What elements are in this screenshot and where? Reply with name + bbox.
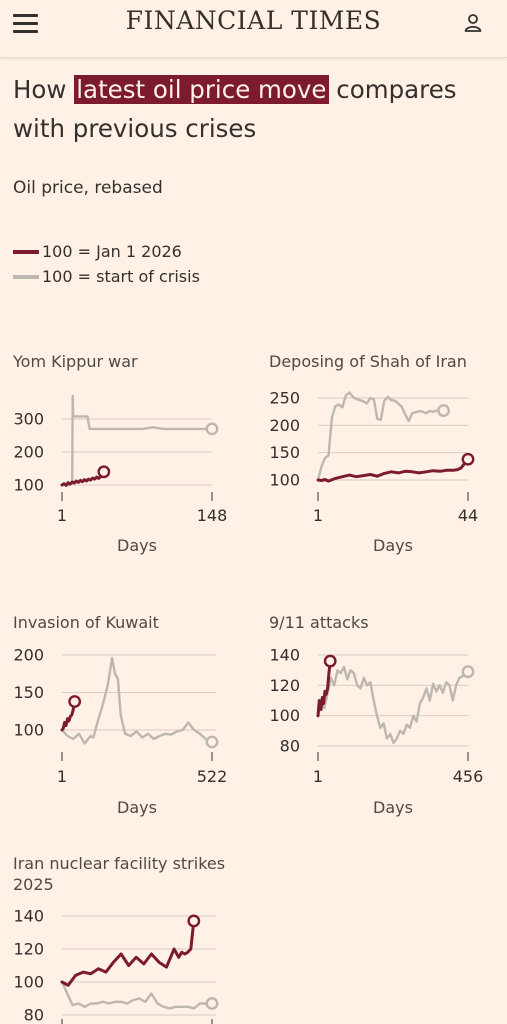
current-series-line <box>60 700 77 732</box>
current-series-endpoint <box>187 914 201 928</box>
legend-item-crisis: 100 = start of crisis <box>13 267 200 286</box>
crisis-series-line <box>316 391 445 482</box>
legend-label-current: 100 = Jan 1 2026 <box>42 242 182 261</box>
x-tick-label: 1 <box>57 506 67 525</box>
x-axis-label: Days <box>373 798 413 817</box>
chart-panel-911: 9/11 attacks <box>269 612 507 633</box>
y-tick-label: 140 <box>269 646 300 665</box>
chart-panel-kuwait: Invasion of Kuwait <box>13 612 253 633</box>
legend-label-crisis: 100 = start of crisis <box>42 267 200 286</box>
x-axis-label: Days <box>373 536 413 555</box>
current-series-endpoint <box>97 465 111 479</box>
x-tick-label: 1 <box>57 767 67 786</box>
y-tick-label: 100 <box>269 471 300 490</box>
chart-panel-yom-kippur: Yom Kippur war <box>13 351 253 372</box>
brand-logo[interactable]: FINANCIAL TIMES <box>125 6 382 35</box>
y-tick-label: 150 <box>13 683 44 702</box>
legend-item-current: 100 = Jan 1 2026 <box>13 242 182 261</box>
headline-highlight: latest oil price move <box>74 75 329 104</box>
panel-title: Invasion of Kuwait <box>13 613 159 632</box>
y-tick-label: 200 <box>13 646 44 665</box>
headline-end: compares with previous crises <box>13 75 457 143</box>
y-tick-label: 80 <box>24 1006 44 1024</box>
current-series-endpoint <box>323 654 337 668</box>
crisis-series-endpoint <box>437 404 450 417</box>
current-series-endpoint <box>68 695 82 708</box>
y-tick-label: 150 <box>269 443 300 462</box>
panel-title: 9/11 attacks <box>269 613 369 632</box>
panel-title: Deposing of Shah of Iran <box>269 352 467 371</box>
legend-swatch-crisis <box>13 274 39 279</box>
current-series-endpoint <box>461 452 475 466</box>
y-tick-label: 300 <box>13 410 44 429</box>
hamburger-menu-icon[interactable] <box>13 11 39 35</box>
x-tick-label: 522 <box>197 767 228 786</box>
crisis-series-line <box>60 394 214 487</box>
crisis-series-line <box>60 656 214 745</box>
x-tick-label: 1 <box>313 767 323 786</box>
y-tick-label: 140 <box>13 907 44 926</box>
crisis-series-line <box>60 980 214 1010</box>
current-series-line <box>60 470 106 487</box>
y-tick-label: 120 <box>13 940 44 959</box>
y-tick-label: 100 <box>13 973 44 992</box>
chart-subtitle: Oil price, rebased <box>13 178 163 198</box>
crisis-series-endpoint <box>461 665 475 679</box>
crisis-series-endpoint <box>205 422 219 436</box>
y-tick-label: 200 <box>13 443 44 462</box>
crisis-series-line <box>316 665 470 745</box>
current-series-line <box>316 457 470 483</box>
legend-swatch-current <box>13 249 39 254</box>
headline: How latest oil price move compares with … <box>13 70 498 148</box>
y-tick-label: 80 <box>280 737 300 756</box>
x-tick-label: 44 <box>458 506 478 525</box>
x-tick-label: 1 <box>313 506 323 525</box>
x-tick-label: 456 <box>453 767 484 786</box>
chart-panel-iran-strikes: Iran nuclear facility strikes 2025 <box>13 853 243 895</box>
current-series-line <box>60 919 196 987</box>
current-series-line <box>316 659 332 718</box>
top-navigation-bar: FINANCIAL TIMES <box>0 0 507 58</box>
crisis-series-endpoint <box>205 997 219 1010</box>
y-tick-label: 100 <box>13 476 44 495</box>
x-axis-label: Days <box>117 798 157 817</box>
x-axis-label: Days <box>117 536 157 555</box>
panel-title: Iran nuclear facility strikes 2025 <box>13 854 226 894</box>
headline-start: How <box>13 75 75 104</box>
y-tick-label: 100 <box>13 721 44 740</box>
y-tick-label: 200 <box>269 416 300 435</box>
user-icon[interactable] <box>462 12 484 34</box>
y-tick-label: 250 <box>269 389 300 408</box>
panel-title: Yom Kippur war <box>13 352 138 371</box>
y-tick-label: 120 <box>269 676 300 695</box>
x-tick-label: 148 <box>197 506 228 525</box>
crisis-series-endpoint <box>205 735 219 749</box>
chart-panel-shah-of-iran: Deposing of Shah of Iran <box>269 351 507 372</box>
y-tick-label: 100 <box>269 706 300 725</box>
